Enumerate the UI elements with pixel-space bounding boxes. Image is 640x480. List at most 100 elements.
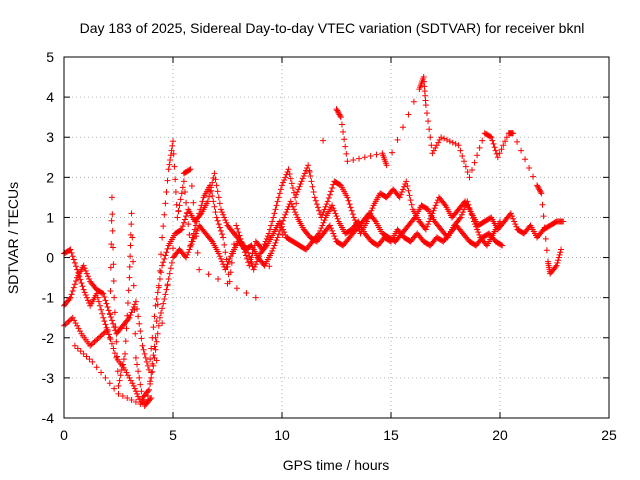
data-point	[213, 214, 220, 221]
data-point	[540, 213, 547, 220]
data-point	[247, 256, 254, 263]
data-points	[61, 74, 567, 409]
data-point	[137, 328, 144, 335]
data-point	[470, 218, 477, 225]
data-point	[215, 275, 222, 282]
data-point	[108, 340, 115, 347]
data-point	[83, 353, 90, 360]
data-point	[216, 253, 223, 260]
data-point	[479, 137, 486, 144]
data-point	[320, 137, 327, 144]
data-point	[194, 249, 201, 256]
data-point	[469, 215, 476, 222]
data-point	[72, 277, 79, 284]
data-point	[295, 186, 302, 193]
data-point	[94, 294, 101, 301]
data-point	[233, 222, 240, 229]
y-tick-label: 2	[46, 169, 54, 185]
data-point	[216, 224, 223, 231]
data-point	[106, 310, 113, 317]
data-point	[125, 316, 132, 323]
x-tick-label: 5	[169, 427, 177, 443]
data-point	[67, 246, 74, 253]
data-point	[329, 227, 336, 234]
data-point	[331, 233, 338, 240]
data-point	[488, 134, 495, 141]
data-point	[466, 205, 473, 212]
data-point	[148, 374, 155, 381]
data-point	[71, 259, 78, 266]
data-point	[187, 166, 194, 173]
data-point	[68, 249, 75, 256]
data-point	[464, 168, 471, 175]
data-point	[320, 219, 327, 226]
data-point	[160, 223, 167, 230]
data-point	[225, 258, 232, 265]
data-point	[126, 263, 133, 270]
data-point	[553, 262, 560, 269]
data-point	[271, 210, 278, 217]
data-point	[110, 261, 117, 268]
data-point	[163, 286, 170, 293]
data-point	[335, 110, 342, 117]
data-point	[180, 178, 187, 185]
data-point	[497, 218, 503, 225]
data-point	[476, 144, 483, 151]
data-point	[511, 218, 518, 225]
data-point	[332, 210, 339, 217]
data-point	[152, 302, 159, 309]
data-point	[130, 282, 137, 289]
data-point	[77, 276, 84, 283]
data-point	[220, 211, 227, 218]
data-point	[119, 392, 126, 399]
data-point	[293, 211, 300, 218]
data-point	[170, 245, 176, 252]
data-point	[138, 335, 145, 342]
data-point	[280, 179, 287, 186]
data-point	[455, 142, 462, 149]
data-point	[264, 233, 271, 240]
data-point	[282, 174, 289, 181]
data-point	[63, 320, 70, 327]
data-point	[498, 146, 505, 153]
data-point	[186, 246, 193, 253]
data-point	[102, 321, 109, 328]
data-point	[156, 275, 163, 282]
data-point	[102, 297, 109, 304]
data-point	[210, 198, 217, 205]
data-point	[284, 206, 291, 213]
data-point	[158, 310, 165, 317]
data-point	[332, 235, 339, 242]
data-point	[427, 134, 434, 141]
data-point	[105, 307, 112, 314]
data-point	[499, 242, 506, 249]
data-point	[498, 241, 505, 248]
data-point	[556, 251, 563, 258]
data-point	[274, 234, 281, 241]
data-point	[153, 318, 160, 325]
data-point	[173, 201, 180, 208]
data-point	[541, 224, 548, 231]
data-point	[78, 279, 85, 286]
data-point	[216, 200, 223, 207]
data-point	[340, 128, 347, 135]
x-tick-labels: 0 5 10 15 20 25	[60, 427, 617, 443]
data-point	[162, 200, 169, 207]
data-point	[128, 396, 135, 403]
data-point	[190, 199, 197, 206]
data-point	[350, 214, 357, 221]
data-point	[132, 298, 139, 305]
data-point	[494, 154, 501, 161]
data-point	[266, 263, 273, 270]
y-axis-label: SDTVAR / TECUs	[5, 182, 21, 294]
chart-title: Day 183 of 2025, Sidereal Day-to-day VTE…	[80, 20, 585, 36]
data-point	[170, 138, 176, 145]
data-point	[92, 337, 99, 344]
data-point	[333, 106, 340, 113]
x-axis-label: GPS time / hours	[283, 457, 390, 473]
data-point	[432, 144, 439, 151]
data-point	[91, 338, 98, 345]
data-point	[128, 309, 135, 316]
data-point	[422, 102, 429, 109]
data-point	[281, 229, 288, 236]
